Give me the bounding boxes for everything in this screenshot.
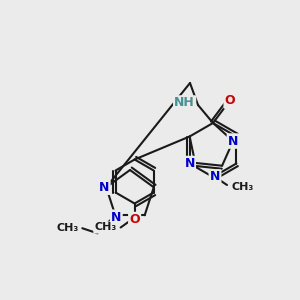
Text: N: N: [111, 211, 122, 224]
Text: CH₃: CH₃: [94, 223, 117, 232]
Text: CH₃: CH₃: [56, 223, 78, 233]
Text: O: O: [129, 213, 140, 226]
Text: NH: NH: [174, 97, 195, 110]
Text: N: N: [99, 181, 110, 194]
Text: O: O: [225, 94, 235, 107]
Text: N: N: [184, 157, 195, 170]
Text: N: N: [210, 170, 220, 184]
Text: CH₃: CH₃: [232, 182, 254, 192]
Text: N: N: [228, 135, 238, 148]
